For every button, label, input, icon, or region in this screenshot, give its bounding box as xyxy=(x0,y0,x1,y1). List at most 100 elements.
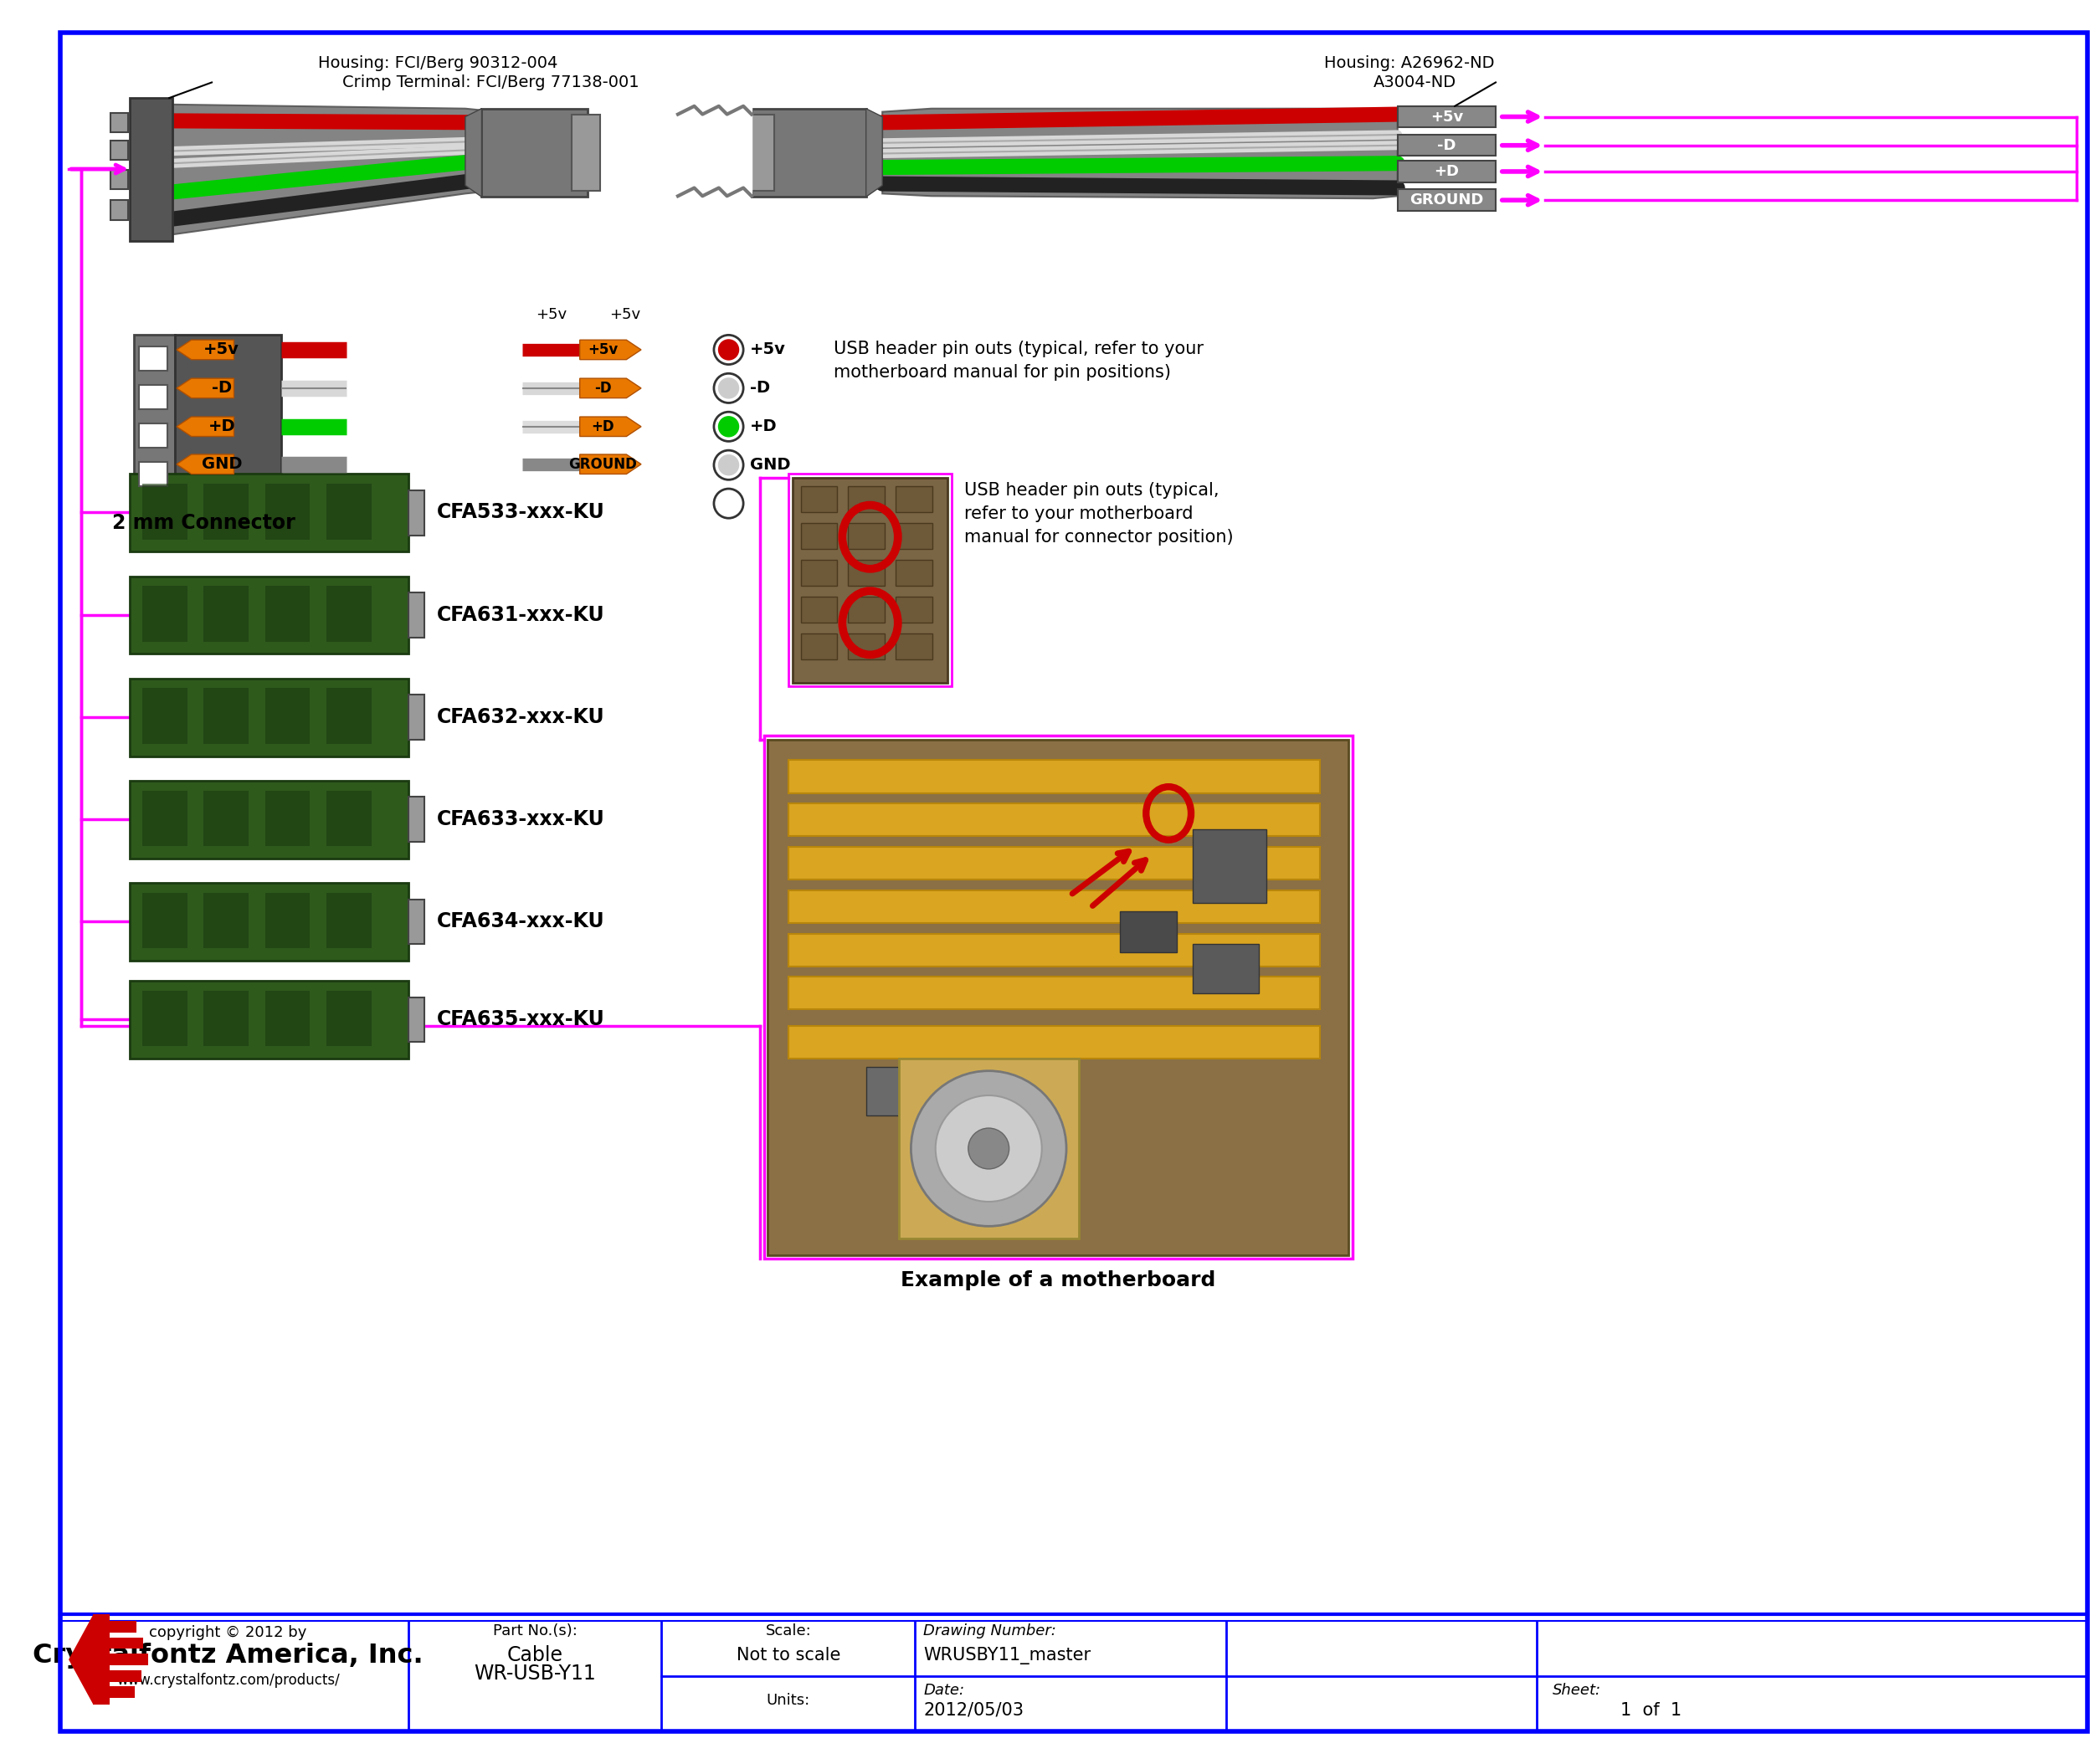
Circle shape xyxy=(714,450,743,480)
Bar xyxy=(895,559,932,586)
Text: www.crystalfontz.com/products/: www.crystalfontz.com/products/ xyxy=(116,1672,340,1688)
Bar xyxy=(788,804,1321,836)
Bar xyxy=(1396,106,1495,127)
Text: WRUSBY11_master: WRUSBY11_master xyxy=(924,1646,1090,1663)
Bar xyxy=(895,524,932,549)
Bar xyxy=(1396,189,1495,210)
Circle shape xyxy=(935,1095,1042,1201)
Bar xyxy=(143,991,187,1046)
Text: -D: -D xyxy=(750,381,771,397)
Bar xyxy=(899,1058,1079,1238)
Bar xyxy=(800,524,838,549)
Text: -D: -D xyxy=(594,381,611,395)
Bar xyxy=(326,790,372,847)
Text: A3004-ND: A3004-ND xyxy=(1373,74,1455,90)
Bar xyxy=(204,893,248,949)
Text: Crimp Terminal: FCI/Berg 77138-001: Crimp Terminal: FCI/Berg 77138-001 xyxy=(342,74,640,90)
Circle shape xyxy=(714,335,743,365)
Circle shape xyxy=(718,455,739,476)
Circle shape xyxy=(718,339,739,360)
Bar xyxy=(792,478,947,683)
Text: Cable: Cable xyxy=(506,1646,563,1665)
Text: WR-USB-Y11: WR-USB-Y11 xyxy=(475,1663,596,1683)
Polygon shape xyxy=(865,109,882,198)
Circle shape xyxy=(714,489,743,519)
Bar xyxy=(788,1027,1321,1058)
Text: -D: -D xyxy=(1436,138,1455,153)
Bar xyxy=(139,385,168,409)
Bar xyxy=(788,933,1321,967)
Bar xyxy=(109,1671,141,1681)
Text: GROUND: GROUND xyxy=(1409,192,1483,208)
Text: +5v: +5v xyxy=(536,307,567,323)
Bar xyxy=(407,695,424,739)
Text: CFA631-xxx-KU: CFA631-xxx-KU xyxy=(437,605,605,624)
Bar xyxy=(1119,912,1176,953)
Circle shape xyxy=(911,1071,1067,1226)
Bar xyxy=(895,596,932,623)
Text: CFA632-xxx-KU: CFA632-xxx-KU xyxy=(437,707,605,727)
Bar xyxy=(143,790,187,847)
Bar xyxy=(848,487,884,513)
Circle shape xyxy=(714,374,743,402)
Bar xyxy=(1396,161,1495,182)
Bar xyxy=(848,524,884,549)
Circle shape xyxy=(968,1129,1010,1170)
Bar xyxy=(800,633,838,660)
Bar xyxy=(130,882,407,960)
Bar xyxy=(788,760,1321,792)
Bar xyxy=(109,1655,149,1665)
Bar xyxy=(407,900,424,944)
Bar xyxy=(174,335,281,494)
Polygon shape xyxy=(882,109,1396,199)
Text: USB header pin outs (typical,
refer to your motherboard
manual for connector pos: USB header pin outs (typical, refer to y… xyxy=(964,482,1233,545)
Text: Not to scale: Not to scale xyxy=(737,1648,840,1663)
Text: +D: +D xyxy=(1434,164,1460,180)
Bar xyxy=(848,596,884,623)
Polygon shape xyxy=(172,104,481,235)
Text: +D: +D xyxy=(590,420,613,434)
Text: +5v: +5v xyxy=(588,342,617,358)
Text: +5v: +5v xyxy=(204,342,239,358)
Bar xyxy=(1193,829,1266,903)
Bar xyxy=(788,475,951,686)
Text: Drawing Number:: Drawing Number: xyxy=(924,1623,1056,1639)
Bar xyxy=(752,115,775,191)
Text: +5v: +5v xyxy=(750,342,785,358)
Bar xyxy=(407,593,424,637)
Circle shape xyxy=(714,411,743,441)
Polygon shape xyxy=(580,340,640,360)
Text: 1  of  1: 1 of 1 xyxy=(1621,1702,1682,1718)
Bar xyxy=(204,991,248,1046)
Polygon shape xyxy=(92,1614,109,1704)
Bar xyxy=(204,790,248,847)
Text: CFA533-xxx-KU: CFA533-xxx-KU xyxy=(437,503,605,522)
Bar xyxy=(326,483,372,540)
Bar xyxy=(143,893,187,949)
Bar xyxy=(109,1621,136,1632)
Bar xyxy=(143,483,187,540)
Bar xyxy=(407,490,424,534)
Bar xyxy=(1396,134,1495,155)
Text: Part No.(s):: Part No.(s): xyxy=(494,1623,578,1639)
Polygon shape xyxy=(176,455,233,475)
Text: +5v: +5v xyxy=(1430,109,1464,123)
Bar xyxy=(571,115,601,191)
Bar xyxy=(204,586,248,642)
Text: +D: +D xyxy=(750,418,777,434)
Bar xyxy=(326,688,372,744)
Bar xyxy=(265,991,311,1046)
Circle shape xyxy=(718,377,739,399)
Polygon shape xyxy=(176,340,233,360)
Bar xyxy=(788,847,1321,880)
Bar xyxy=(848,559,884,586)
Text: -D: -D xyxy=(212,381,231,397)
Text: USB header pin outs (typical, refer to your
motherboard manual for pin positions: USB header pin outs (typical, refer to y… xyxy=(834,340,1203,381)
Text: GND: GND xyxy=(202,457,242,473)
Polygon shape xyxy=(176,377,233,399)
Bar xyxy=(204,688,248,744)
Text: Housing: A26962-ND: Housing: A26962-ND xyxy=(1323,55,1495,71)
Text: +5v: +5v xyxy=(609,307,640,323)
Bar xyxy=(143,586,187,642)
Bar xyxy=(265,790,311,847)
